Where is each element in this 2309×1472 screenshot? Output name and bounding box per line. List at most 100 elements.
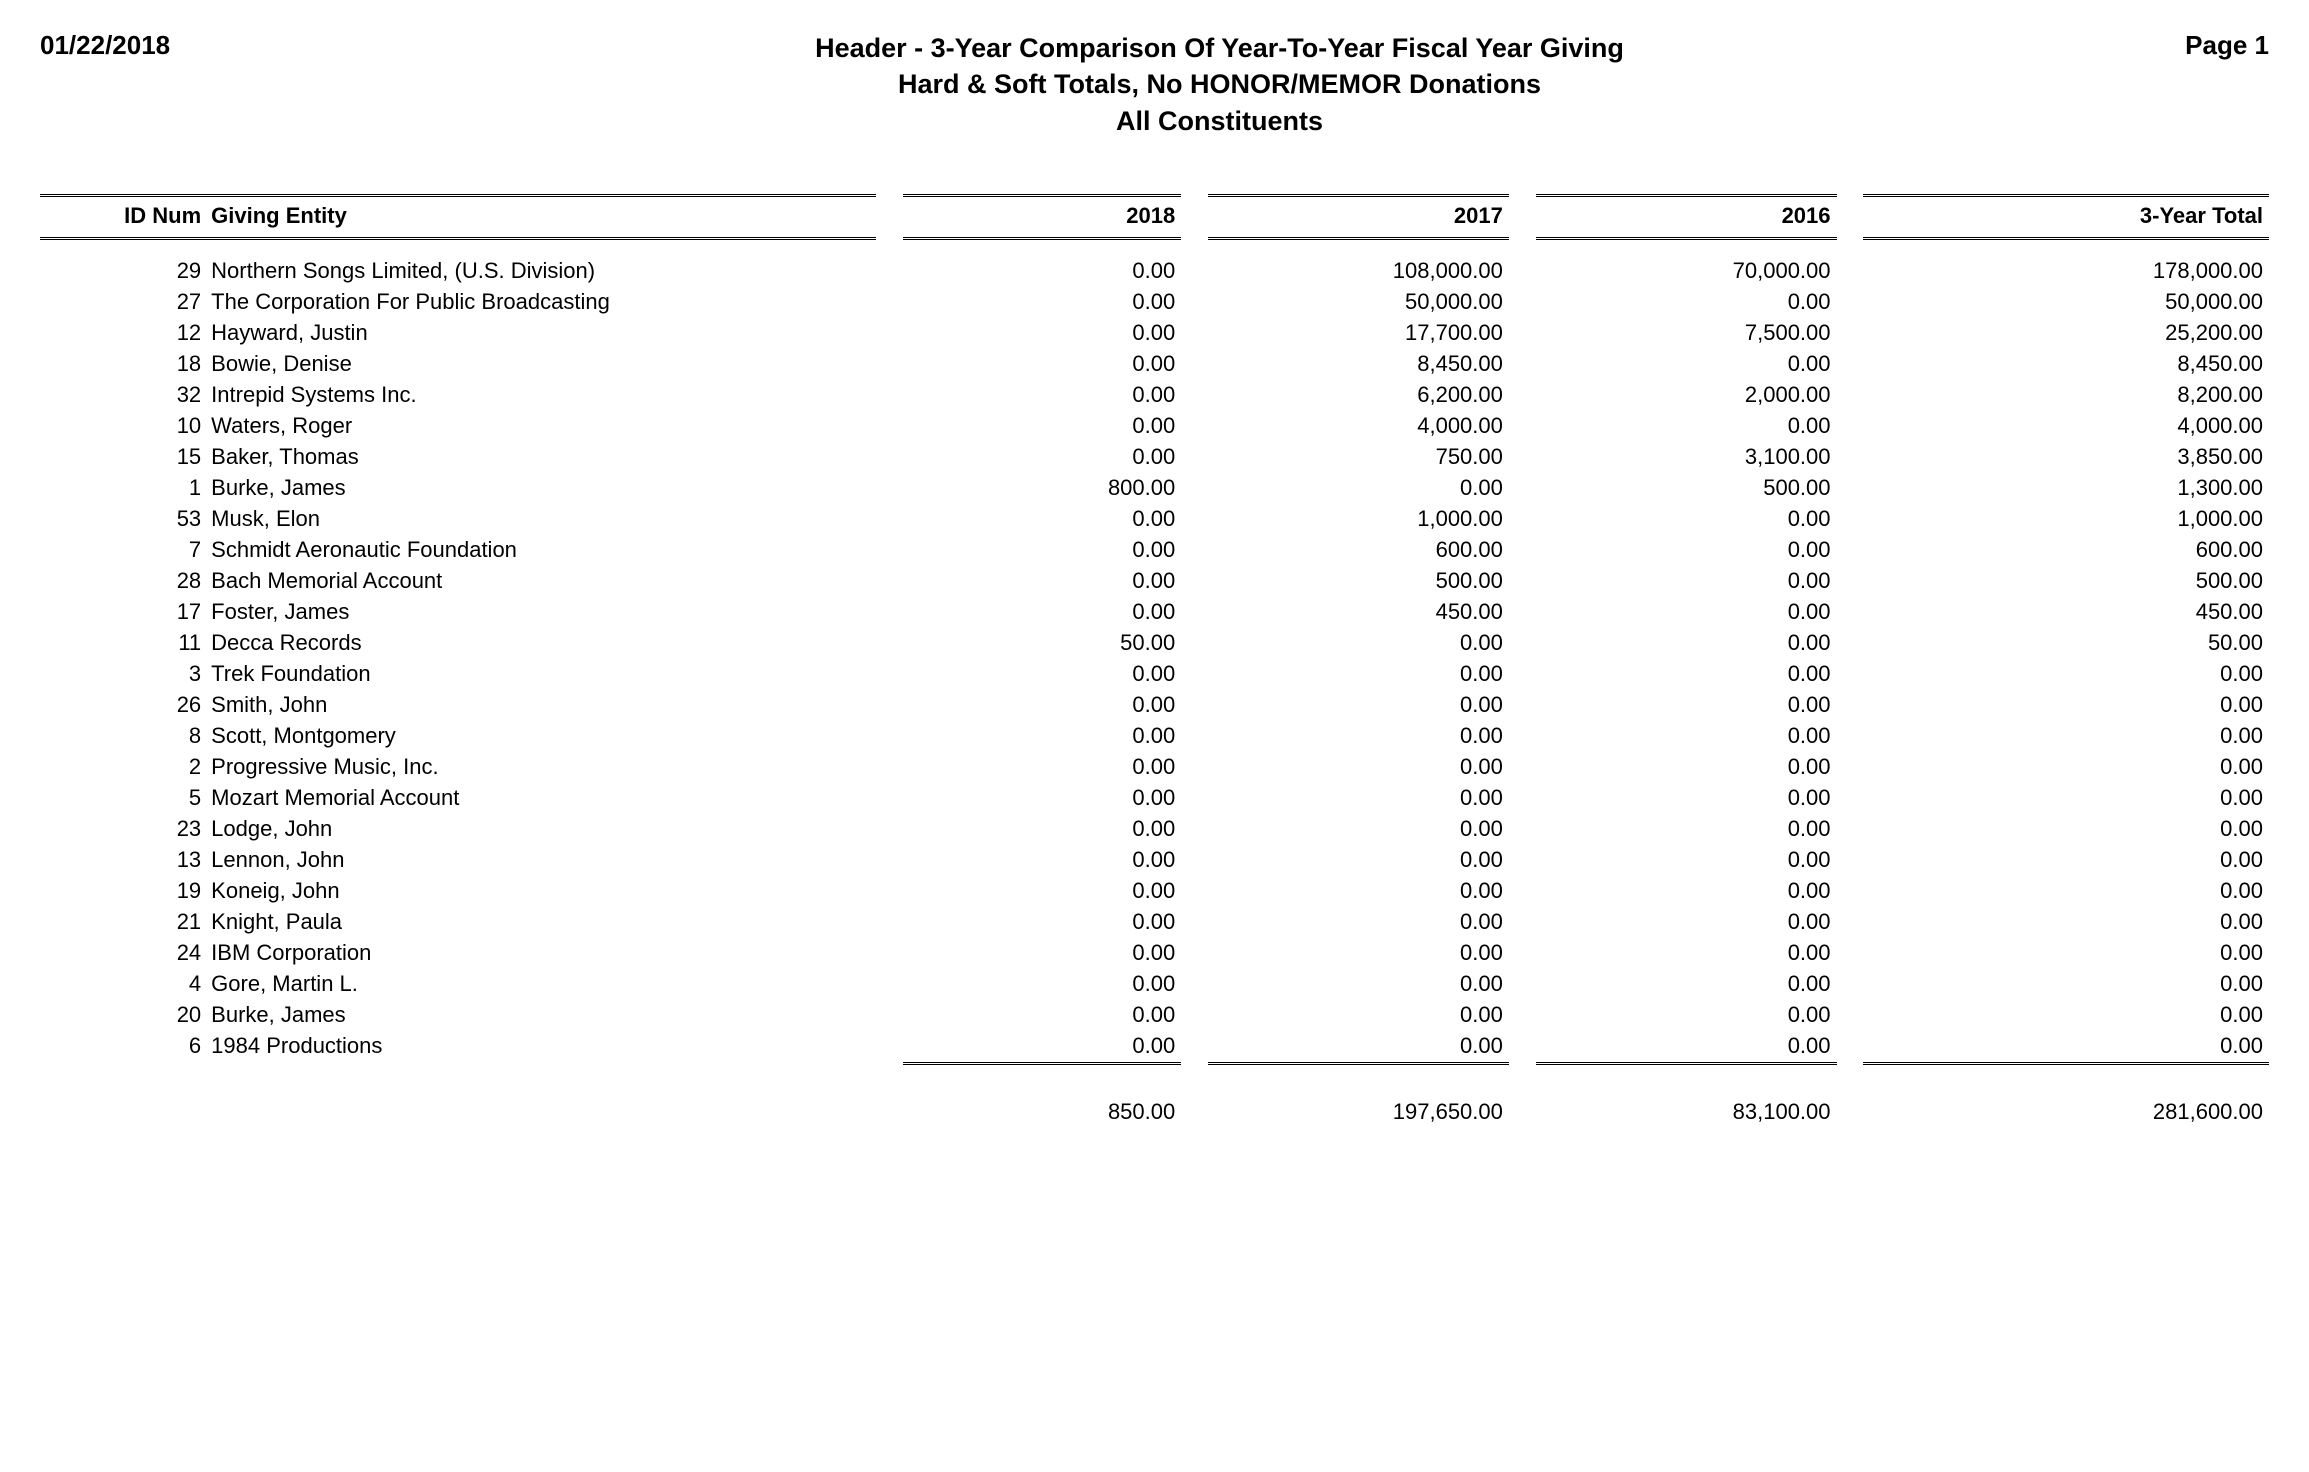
cell-entity: Burke, James bbox=[207, 1000, 876, 1031]
cell-id: 15 bbox=[40, 442, 207, 473]
cell-id: 26 bbox=[40, 690, 207, 721]
cell-2018: 0.00 bbox=[903, 318, 1182, 349]
cell-total: 50,000.00 bbox=[1863, 287, 2269, 318]
cell-2018: 50.00 bbox=[903, 628, 1182, 659]
cell-2018: 0.00 bbox=[903, 597, 1182, 628]
cell-entity: Musk, Elon bbox=[207, 504, 876, 535]
cell-2016: 500.00 bbox=[1536, 473, 1837, 504]
col-gap bbox=[876, 194, 903, 240]
cell-2018: 0.00 bbox=[903, 907, 1182, 938]
cell-entity: Lodge, John bbox=[207, 814, 876, 845]
cell-id: 21 bbox=[40, 907, 207, 938]
cell-total: 0.00 bbox=[1863, 1031, 2269, 1062]
totals-2016: 83,100.00 bbox=[1536, 1083, 1837, 1128]
cell-2018: 0.00 bbox=[903, 1031, 1182, 1062]
cell-total: 0.00 bbox=[1863, 845, 2269, 876]
cell-2017: 4,000.00 bbox=[1208, 411, 1509, 442]
table-row: 53Musk, Elon0.001,000.000.001,000.00 bbox=[40, 504, 2269, 535]
report-table-wrap: ID Num Giving Entity 2018 2017 2016 3-Ye… bbox=[40, 194, 2269, 1127]
giving-table: ID Num Giving Entity 2018 2017 2016 3-Ye… bbox=[40, 194, 2269, 1127]
cell-2018: 0.00 bbox=[903, 814, 1182, 845]
cell-2018: 0.00 bbox=[903, 876, 1182, 907]
cell-2017: 0.00 bbox=[1208, 1000, 1509, 1031]
cell-2017: 0.00 bbox=[1208, 752, 1509, 783]
col-gap bbox=[1181, 194, 1208, 240]
cell-2018: 0.00 bbox=[903, 721, 1182, 752]
cell-entity: Progressive Music, Inc. bbox=[207, 752, 876, 783]
cell-2016: 0.00 bbox=[1536, 597, 1837, 628]
cell-total: 0.00 bbox=[1863, 907, 2269, 938]
cell-total: 0.00 bbox=[1863, 876, 2269, 907]
table-row: 3Trek Foundation0.000.000.000.00 bbox=[40, 659, 2269, 690]
cell-entity: Smith, John bbox=[207, 690, 876, 721]
cell-total: 600.00 bbox=[1863, 535, 2269, 566]
table-row: 26Smith, John0.000.000.000.00 bbox=[40, 690, 2269, 721]
cell-2016: 0.00 bbox=[1536, 907, 1837, 938]
cell-total: 178,000.00 bbox=[1863, 240, 2269, 287]
table-row: 2Progressive Music, Inc.0.000.000.000.00 bbox=[40, 752, 2269, 783]
totals-rule bbox=[40, 1062, 2269, 1083]
cell-2018: 0.00 bbox=[903, 690, 1182, 721]
table-row: 27The Corporation For Public Broadcastin… bbox=[40, 287, 2269, 318]
cell-id: 27 bbox=[40, 287, 207, 318]
table-row: 28Bach Memorial Account0.00500.000.00500… bbox=[40, 566, 2269, 597]
cell-2016: 0.00 bbox=[1536, 1000, 1837, 1031]
cell-2018: 0.00 bbox=[903, 535, 1182, 566]
cell-id: 4 bbox=[40, 969, 207, 1000]
table-row: 11Decca Records50.000.000.0050.00 bbox=[40, 628, 2269, 659]
report-title-line3: All Constituents bbox=[320, 103, 2119, 139]
report-title-line1: Header - 3-Year Comparison Of Year-To-Ye… bbox=[320, 30, 2119, 66]
table-row: 12Hayward, Justin0.0017,700.007,500.0025… bbox=[40, 318, 2269, 349]
cell-2016: 0.00 bbox=[1536, 783, 1837, 814]
cell-entity: Trek Foundation bbox=[207, 659, 876, 690]
totals-2017: 197,650.00 bbox=[1208, 1083, 1509, 1128]
cell-2018: 0.00 bbox=[903, 240, 1182, 287]
cell-2016: 0.00 bbox=[1536, 845, 1837, 876]
cell-id: 11 bbox=[40, 628, 207, 659]
cell-2016: 70,000.00 bbox=[1536, 240, 1837, 287]
col-header-entity: Giving Entity bbox=[207, 194, 876, 240]
cell-entity: Foster, James bbox=[207, 597, 876, 628]
cell-id: 8 bbox=[40, 721, 207, 752]
cell-2016: 0.00 bbox=[1536, 690, 1837, 721]
cell-entity: Bach Memorial Account bbox=[207, 566, 876, 597]
table-header-row: ID Num Giving Entity 2018 2017 2016 3-Ye… bbox=[40, 194, 2269, 240]
cell-2017: 0.00 bbox=[1208, 907, 1509, 938]
cell-2018: 0.00 bbox=[903, 442, 1182, 473]
cell-id: 7 bbox=[40, 535, 207, 566]
cell-2018: 0.00 bbox=[903, 411, 1182, 442]
cell-total: 0.00 bbox=[1863, 969, 2269, 1000]
cell-2017: 108,000.00 bbox=[1208, 240, 1509, 287]
cell-entity: Hayward, Justin bbox=[207, 318, 876, 349]
cell-entity: Burke, James bbox=[207, 473, 876, 504]
cell-2018: 0.00 bbox=[903, 287, 1182, 318]
cell-2018: 0.00 bbox=[903, 845, 1182, 876]
table-row: 21Knight, Paula0.000.000.000.00 bbox=[40, 907, 2269, 938]
cell-2018: 800.00 bbox=[903, 473, 1182, 504]
col-header-2017: 2017 bbox=[1208, 194, 1509, 240]
cell-2016: 0.00 bbox=[1536, 1031, 1837, 1062]
cell-id: 10 bbox=[40, 411, 207, 442]
cell-total: 450.00 bbox=[1863, 597, 2269, 628]
table-row: 32Intrepid Systems Inc.0.006,200.002,000… bbox=[40, 380, 2269, 411]
cell-2017: 450.00 bbox=[1208, 597, 1509, 628]
cell-total: 3,850.00 bbox=[1863, 442, 2269, 473]
report-title-line2: Hard & Soft Totals, No HONOR/MEMOR Donat… bbox=[320, 66, 2119, 102]
cell-2017: 0.00 bbox=[1208, 938, 1509, 969]
cell-id: 29 bbox=[40, 240, 207, 287]
cell-2016: 0.00 bbox=[1536, 814, 1837, 845]
cell-total: 0.00 bbox=[1863, 752, 2269, 783]
cell-2017: 0.00 bbox=[1208, 814, 1509, 845]
cell-id: 17 bbox=[40, 597, 207, 628]
cell-entity: Scott, Montgomery bbox=[207, 721, 876, 752]
table-row: 61984 Productions0.000.000.000.00 bbox=[40, 1031, 2269, 1062]
cell-total: 8,200.00 bbox=[1863, 380, 2269, 411]
table-row: 23Lodge, John0.000.000.000.00 bbox=[40, 814, 2269, 845]
cell-entity: Waters, Roger bbox=[207, 411, 876, 442]
table-row: 10Waters, Roger0.004,000.000.004,000.00 bbox=[40, 411, 2269, 442]
table-row: 24IBM Corporation0.000.000.000.00 bbox=[40, 938, 2269, 969]
cell-id: 24 bbox=[40, 938, 207, 969]
cell-id: 1 bbox=[40, 473, 207, 504]
totals-entity-blank bbox=[207, 1083, 876, 1128]
cell-total: 0.00 bbox=[1863, 783, 2269, 814]
